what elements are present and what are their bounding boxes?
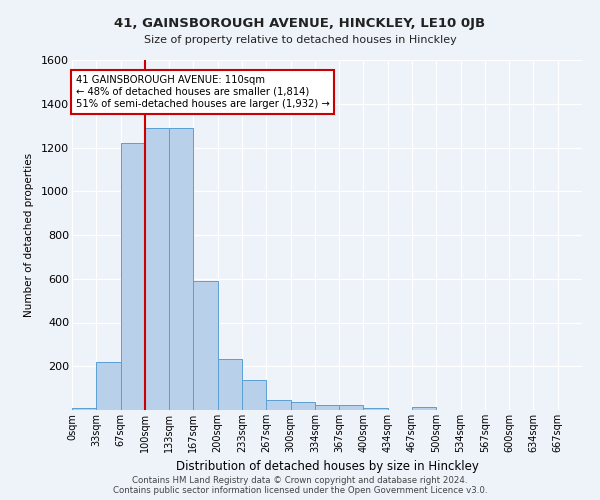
Text: Size of property relative to detached houses in Hinckley: Size of property relative to detached ho… <box>143 35 457 45</box>
Bar <box>218 358 242 410</box>
Bar <box>242 380 266 410</box>
Y-axis label: Number of detached properties: Number of detached properties <box>24 153 34 317</box>
Bar <box>193 281 218 410</box>
X-axis label: Distribution of detached houses by size in Hinckley: Distribution of detached houses by size … <box>176 460 478 473</box>
Bar <box>169 128 193 410</box>
Bar <box>121 143 145 410</box>
Bar <box>412 408 436 410</box>
Bar <box>339 405 364 410</box>
Text: 41, GAINSBOROUGH AVENUE, HINCKLEY, LE10 0JB: 41, GAINSBOROUGH AVENUE, HINCKLEY, LE10 … <box>115 18 485 30</box>
Bar <box>145 128 169 410</box>
Bar <box>290 402 315 410</box>
Bar <box>364 408 388 410</box>
Bar <box>96 362 121 410</box>
Text: Contains public sector information licensed under the Open Government Licence v3: Contains public sector information licen… <box>113 486 487 495</box>
Text: Contains HM Land Registry data © Crown copyright and database right 2024.: Contains HM Land Registry data © Crown c… <box>132 476 468 485</box>
Text: 41 GAINSBOROUGH AVENUE: 110sqm
← 48% of detached houses are smaller (1,814)
51% : 41 GAINSBOROUGH AVENUE: 110sqm ← 48% of … <box>76 76 329 108</box>
Bar <box>315 405 339 410</box>
Bar <box>72 408 96 410</box>
Bar <box>266 400 290 410</box>
